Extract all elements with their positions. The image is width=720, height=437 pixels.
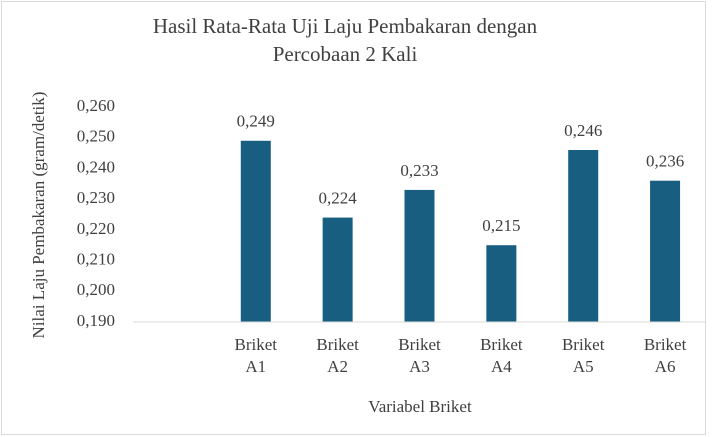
bar	[322, 217, 353, 322]
data-label: 0,215	[482, 216, 520, 235]
y-tick-label: 0,240	[77, 157, 115, 176]
y-tick-label: 0,260	[77, 96, 115, 115]
y-tick-label: 0,210	[77, 249, 115, 268]
x-tick-label: Briket A6	[643, 335, 687, 376]
data-label: 0,233	[400, 161, 438, 180]
x-tick-label: Briket A5	[561, 335, 605, 376]
bar	[568, 150, 599, 322]
bar	[404, 189, 435, 322]
x-tick-label: Briket A2	[316, 335, 359, 376]
y-tick-label: 0,250	[77, 127, 115, 146]
bar	[650, 180, 681, 322]
x-axis-title: Variabel Briket	[368, 397, 472, 416]
x-tick-label: Briket A1	[234, 335, 278, 376]
x-tick-label: Briket A4	[480, 335, 523, 376]
data-label: 0,236	[646, 152, 684, 171]
data-label: 0,246	[564, 121, 602, 140]
y-tick-label: 0,230	[77, 188, 115, 207]
y-tick-label: 0,220	[77, 219, 115, 238]
bar	[486, 245, 517, 322]
x-tick-label: Briket A3	[398, 335, 441, 376]
y-axis-title: Nilai Laju Pembakaran (gram/detik)	[29, 92, 48, 339]
bar	[240, 140, 271, 322]
y-tick-label: 0,200	[77, 280, 115, 299]
chart-title: Hasil Rata-Rata Uji Laju Pembakaran deng…	[152, 14, 538, 66]
y-tick-label: 0,190	[77, 311, 115, 330]
data-label: 0,249	[237, 112, 275, 131]
data-label: 0,224	[319, 188, 358, 207]
